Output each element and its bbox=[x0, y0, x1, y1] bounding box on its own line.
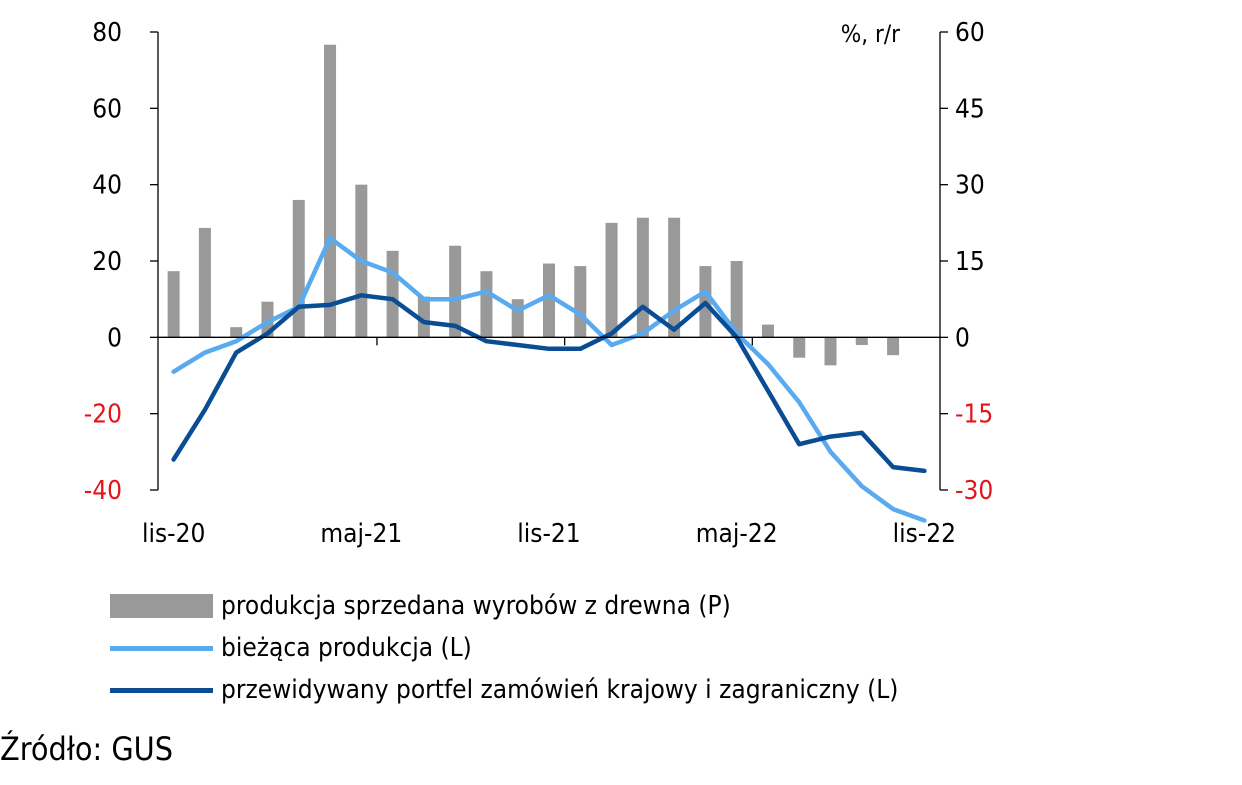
right-tick-label: -30 bbox=[955, 476, 993, 506]
bar-lis-21 bbox=[543, 263, 555, 338]
bar-maj-22 bbox=[730, 261, 743, 338]
right-tick-label: 0 bbox=[955, 323, 970, 353]
right-axis-unit-label: %, r/r bbox=[841, 20, 900, 48]
right-tick-label: 15 bbox=[955, 247, 985, 277]
x-tick-label: maj-21 bbox=[320, 519, 402, 549]
bar-paź-22 bbox=[887, 337, 900, 356]
legend-item-order-portfolio: przewidywany portfel zamówień krajowy i … bbox=[110, 669, 898, 711]
axes: 80 60 40 20 0 -20 -40 60 45 30 15 0 -15 -30 lis-20 maj-… bbox=[84, 18, 993, 549]
bar-cze-21 bbox=[386, 250, 399, 338]
left-tick-label: 60 bbox=[92, 94, 122, 124]
bar-kwi-21 bbox=[324, 44, 337, 338]
right-tick-label: 45 bbox=[955, 94, 985, 124]
bar-sty-21 bbox=[230, 327, 243, 338]
chart: 80 60 40 20 0 -20 -40 60 45 30 15 0 -15 -30 lis-20 maj-… bbox=[84, 18, 993, 549]
line-order-portfolio bbox=[171, 293, 927, 474]
left-tick-label: 80 bbox=[92, 18, 122, 48]
left-tick-label: 40 bbox=[92, 171, 122, 201]
legend-label-order-portfolio: przewidywany portfel zamówień krajowy i … bbox=[221, 675, 899, 705]
right-tick-label: -15 bbox=[955, 400, 993, 430]
x-tick-label: lis-20 bbox=[142, 519, 205, 549]
bar-wrz-21 bbox=[480, 271, 493, 338]
legend-swatch-dark-line bbox=[110, 687, 213, 693]
legend-label-bars: produkcja sprzedana wyrobów z drewna (P) bbox=[221, 591, 731, 621]
bar-sty-22 bbox=[605, 222, 618, 338]
left-tick-label: -40 bbox=[84, 476, 122, 506]
bar-mar-21 bbox=[292, 199, 305, 338]
bar-sie-22 bbox=[824, 337, 837, 366]
line-series bbox=[171, 235, 927, 523]
x-tick-label: lis-21 bbox=[517, 519, 580, 549]
bar-wrz-22 bbox=[855, 337, 868, 345]
legend-label-current-production: bieżąca produkcja (L) bbox=[221, 633, 472, 663]
legend-swatch-bar bbox=[110, 594, 213, 618]
right-tick-label: 60 bbox=[955, 18, 985, 48]
x-tick-label: maj-22 bbox=[696, 519, 778, 549]
bar-paź-21 bbox=[511, 299, 524, 338]
bar-lis-20 bbox=[167, 271, 180, 338]
x-tick-label: lis-22 bbox=[893, 519, 956, 549]
legend: produkcja sprzedana wyrobów z drewna (P)… bbox=[110, 585, 898, 711]
legend-item-current-production: bieżąca produkcja (L) bbox=[110, 627, 898, 669]
bar-gru-20 bbox=[198, 227, 211, 338]
bar-lip-21 bbox=[417, 296, 430, 338]
bar-sie-21 bbox=[449, 245, 462, 338]
left-tick-label: -20 bbox=[84, 400, 122, 430]
left-tick-label: 20 bbox=[92, 247, 122, 277]
bar-cze-22 bbox=[761, 324, 774, 338]
legend-item-bars: produkcja sprzedana wyrobów z drewna (P) bbox=[110, 585, 898, 627]
bar-mar-22 bbox=[668, 217, 681, 338]
left-tick-label: 0 bbox=[107, 323, 122, 353]
legend-swatch-light-line bbox=[110, 645, 213, 651]
bar-lut-22 bbox=[636, 217, 649, 338]
bar-gru-21 bbox=[574, 266, 587, 338]
bar-lip-22 bbox=[793, 337, 806, 358]
source-note: Źródło: GUS bbox=[0, 730, 174, 768]
right-tick-label: 30 bbox=[955, 171, 985, 201]
